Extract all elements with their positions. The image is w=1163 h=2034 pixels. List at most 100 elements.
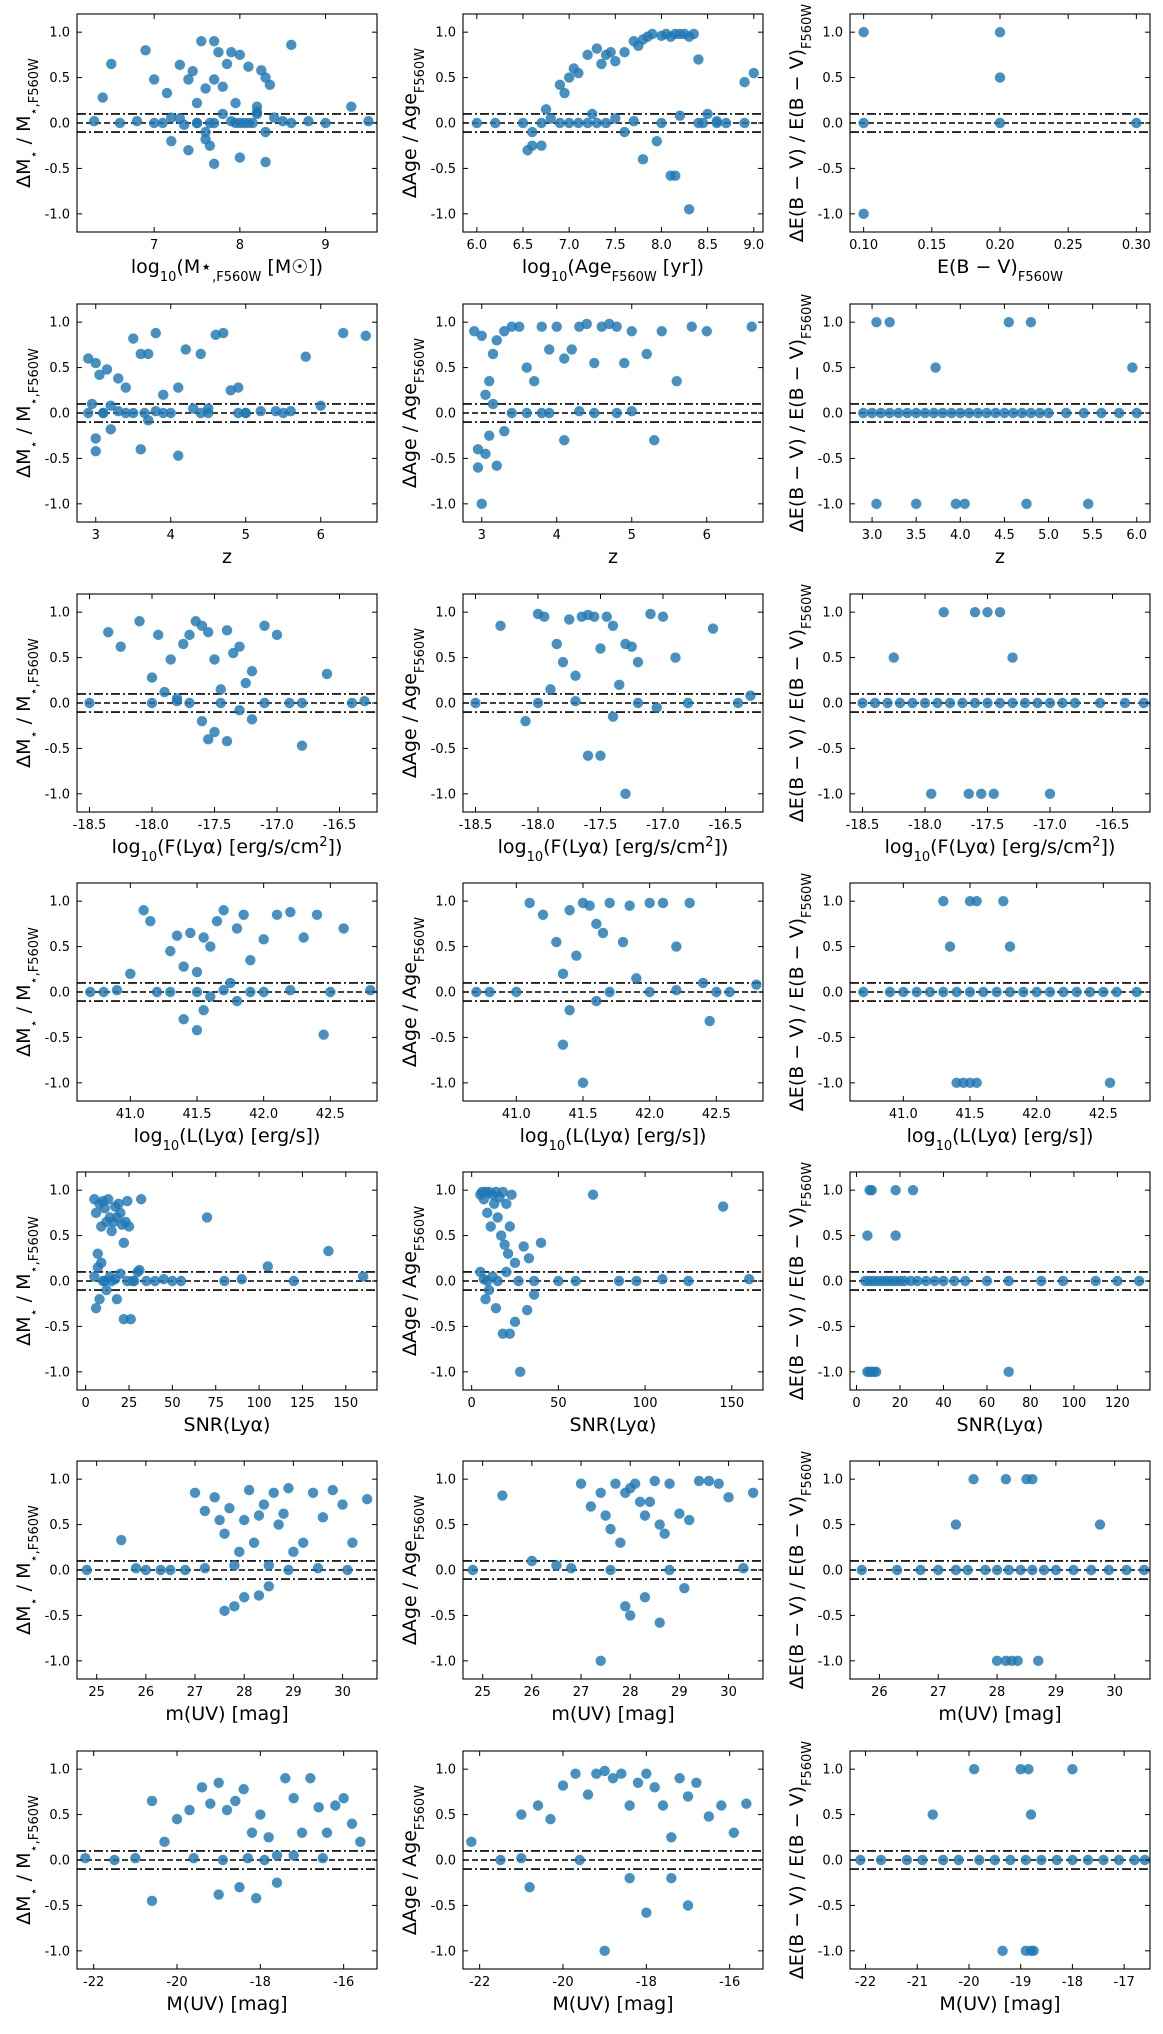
data-point [509,1257,521,1269]
data-point [544,344,555,355]
data-point [313,1802,324,1813]
data-point [919,697,931,709]
x-axis-title: log10(L(Lyα) [erg/s]) [520,1125,707,1154]
data-point [158,1273,169,1285]
data-point [619,126,630,138]
data-point [964,986,976,998]
y-axis-title: ΔM⋆ / M⋆,F560W [13,638,42,768]
x-axis-title: log10(L(Lyα) [erg/s]) [907,1125,1094,1154]
data-point [288,1275,299,1287]
x-tick-label: 4 [167,528,175,543]
x-tick-label: 120 [1105,1396,1130,1411]
data-point [1113,1854,1125,1866]
data-point [484,986,495,998]
data-point [997,1945,1008,1957]
data-point [497,1490,508,1501]
y-axis-title: ΔM⋆ / M⋆,F560W [13,927,42,1057]
data-point [129,1275,140,1287]
data-point [131,115,143,127]
data-point [915,1564,926,1576]
data-point [532,1800,544,1811]
data-point [201,1212,213,1223]
data-point [230,1795,241,1807]
data-point [255,1809,266,1820]
data-point [1015,1564,1026,1576]
x-tick-label: -17.5 [198,818,232,833]
data-point [145,915,156,927]
data-point [130,1852,141,1864]
y-tick-label: 0.5 [49,1808,70,1823]
x-axis-title: z [222,546,232,568]
data-point [135,1194,147,1205]
data-point [746,321,757,332]
x-tick-label: 7 [150,238,158,253]
x-tick-label: 0 [852,1396,860,1411]
y-tick-label: -1.0 [431,1076,456,1091]
data-point [230,97,241,109]
x-tick-label: 29 [671,1685,688,1700]
data-point [173,382,184,393]
data-point [994,72,1006,83]
data-point [564,905,575,916]
data-point [723,1492,734,1503]
data-point [492,1212,503,1223]
data-point [286,39,297,51]
y-axis-title: ΔAge / AgeF560W [399,48,428,198]
data-point [484,376,495,387]
data-point [209,654,220,665]
x-tick-label: -18.0 [135,818,169,833]
data-point [938,895,949,907]
data-point [243,117,254,129]
data-point [858,117,869,129]
data-point [1127,362,1138,373]
data-point [1098,986,1109,998]
data-point [94,1293,105,1305]
data-point [654,1617,665,1628]
data-point [245,955,256,966]
x-axis-title: m(UV) [mag] [551,1703,674,1725]
data-point [90,1303,102,1314]
data-point [938,1275,949,1287]
panel-r6c1: 25 26 27 28 29 30 1.0 0.5 0.0 -0.5 -1.0 m(UV) [mag]… [13,1460,378,1725]
data-point [605,46,616,58]
x-tick-label: -16.5 [1096,818,1130,833]
x-tick-label: 6.5 [513,238,534,253]
y-tick-label: 0.0 [435,697,456,712]
data-point [524,1882,535,1893]
data-point [228,647,239,659]
data-point [724,986,735,998]
x-tick-label: 4.5 [994,528,1015,543]
data-point [927,1809,938,1820]
data-point [231,923,243,934]
data-point [504,1221,516,1232]
data-point [664,1564,675,1576]
x-tick-label: 60 [979,1396,996,1411]
data-point [165,1564,176,1576]
data-point [233,382,244,393]
data-point [989,1854,1001,1866]
panel-r2c3: 3.0 3.5 4.0 4.5 5.0 5.5 6.0 1.0 0.5 0.0 -0.5 -1.0 z Δ… [786,294,1151,568]
data-point [158,389,169,401]
data-point [90,357,101,369]
x-axis-title: log10(L(Lyα) [erg/s]) [134,1125,321,1154]
data-point [118,1237,130,1249]
data-point [259,1854,270,1866]
data-point [674,1508,685,1519]
y-tick-label: 1.0 [822,26,843,41]
data-point [146,1895,158,1907]
x-tick-label: 100 [633,1396,658,1411]
data-point [346,1818,358,1829]
data-point [858,26,869,38]
data-point [649,435,660,446]
data-point [218,984,229,996]
data-point [521,362,532,373]
data-point [670,652,681,663]
x-tick-label: 0.10 [849,238,878,253]
x-tick-label: 42.0 [249,1107,278,1122]
data-point [544,407,555,419]
y-tick-label: -0.5 [45,742,70,757]
data-point [234,641,245,652]
data-point [178,961,189,972]
x-tick-label: 41.5 [956,1107,985,1122]
x-tick-label: 41.5 [569,1107,598,1122]
